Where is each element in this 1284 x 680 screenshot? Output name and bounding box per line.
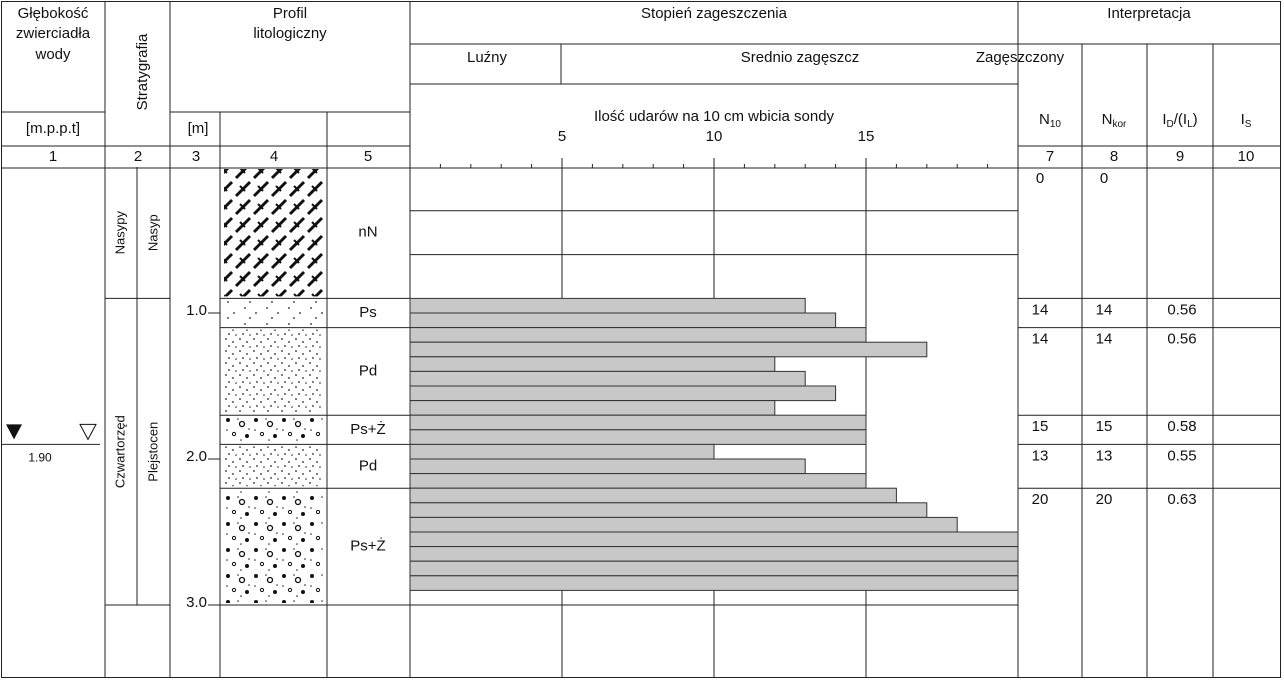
bar (410, 488, 896, 503)
header-text: Stratygrafia (134, 33, 151, 110)
col-header-sub: S (1245, 119, 1252, 130)
header-text: litologiczny (253, 25, 327, 42)
water-symbol-open (80, 424, 96, 439)
col-header: Nkor (1102, 111, 1127, 130)
bar (410, 357, 775, 372)
soil-layer (224, 446, 323, 486)
id-value: 0.56 (1167, 301, 1196, 318)
depth-tick-label: 3.0 (186, 594, 207, 611)
unit-label: [m] (188, 120, 209, 137)
depth-tick-label: 1.0 (186, 302, 207, 319)
soil-layer (224, 417, 323, 442)
column-number: 10 (1238, 148, 1255, 165)
id-value: 0.58 (1167, 418, 1196, 435)
water-label: 1.90 (28, 451, 52, 465)
strat-unit: Czwartorzęd (112, 415, 127, 488)
n10-value: 13 (1032, 447, 1049, 464)
col-header: IS (1241, 111, 1252, 130)
header-text: zwierciadła (16, 25, 91, 42)
column-number: 1 (49, 148, 57, 165)
col-header-sub: 10 (1050, 119, 1062, 130)
header-text: Głębokość (18, 5, 89, 22)
soil-layer (224, 330, 323, 414)
strat-sub: Nasyp (145, 214, 160, 251)
bar (410, 342, 927, 357)
depth-tick-label: 2.0 (186, 448, 207, 465)
x-tick-label: 15 (858, 128, 875, 145)
strat-sub: Plejstocen (145, 422, 160, 482)
soil-code: nN (358, 224, 377, 241)
header-text: Interpretacja (1107, 5, 1191, 22)
col-header-main: ) (1193, 111, 1198, 128)
bar (410, 298, 805, 313)
density-class: Luźny (467, 49, 508, 66)
column-number: 9 (1176, 148, 1184, 165)
soil-layer (224, 169, 323, 296)
soil-code: Pd (359, 457, 377, 474)
column-number: 7 (1046, 148, 1054, 165)
bar (410, 474, 866, 489)
bar (410, 503, 927, 518)
bar (410, 415, 866, 430)
bar (410, 313, 836, 328)
page: { "header": { "water_depth": ["Głębokość… (0, 0, 1284, 680)
bar (410, 444, 714, 459)
nkor-value: 13 (1096, 447, 1113, 464)
bar (410, 459, 805, 474)
bar (410, 371, 805, 386)
column-number: 8 (1110, 148, 1118, 165)
column-number: 4 (270, 148, 278, 165)
bar (410, 517, 957, 532)
x-tick-label: 10 (706, 128, 723, 145)
nkor-value: 0 (1100, 170, 1108, 187)
probe-log: Głębokość zwierciadła wody [m.p.p.t] Str… (0, 0, 1284, 680)
bar (410, 430, 866, 445)
header-text: wody (34, 46, 71, 63)
bar (410, 401, 775, 416)
bar (410, 328, 866, 343)
nkor-value: 15 (1096, 418, 1113, 435)
bar (410, 547, 1018, 562)
column-number: 3 (192, 148, 200, 165)
col-header-sub: kor (1112, 119, 1127, 130)
soil-layer (224, 300, 323, 325)
nkor-value: 14 (1096, 331, 1113, 348)
axis-label: Ilość udarów na 10 cm wbicia sondy (594, 108, 835, 125)
col-header: ID/(IL) (1162, 111, 1197, 130)
soil-code: Ps+Ż (350, 420, 385, 438)
col-header-main: N (1102, 111, 1113, 128)
bar (410, 532, 1018, 547)
header-text: Profil (273, 5, 307, 22)
nkor-value: 20 (1096, 491, 1113, 508)
soil-layer (224, 490, 323, 603)
n10-value: 14 (1032, 331, 1049, 348)
n10-value: 20 (1032, 491, 1049, 508)
col-header-main: N (1039, 111, 1050, 128)
density-class: Srednio zagęszcz (741, 49, 859, 66)
id-value: 0.63 (1167, 491, 1196, 508)
col-header: N10 (1039, 111, 1061, 130)
header-text: Stopień zageszczenia (641, 5, 788, 22)
n10-value: 15 (1032, 418, 1049, 435)
column-number: 2 (134, 148, 142, 165)
bar (410, 561, 1018, 576)
x-tick-label: 5 (558, 128, 566, 145)
column-number: 5 (364, 148, 372, 165)
soil-code: Ps+Ż (350, 537, 385, 555)
col-header-main: /(I (1174, 111, 1187, 128)
density-class: Zagęszczony (976, 49, 1065, 66)
nkor-value: 14 (1096, 301, 1113, 318)
strat-unit: Nasypy (112, 211, 127, 255)
water-symbol-filled (6, 424, 22, 439)
n10-value: 0 (1036, 170, 1044, 187)
bar (410, 576, 1018, 591)
unit-label: [m.p.p.t] (26, 120, 80, 137)
soil-code: Pd (359, 362, 377, 379)
n10-value: 14 (1032, 301, 1049, 318)
id-value: 0.55 (1167, 447, 1196, 464)
col-header-sub: D (1167, 119, 1174, 130)
bar (410, 386, 836, 401)
id-value: 0.56 (1167, 331, 1196, 348)
soil-code: Ps (359, 304, 377, 321)
